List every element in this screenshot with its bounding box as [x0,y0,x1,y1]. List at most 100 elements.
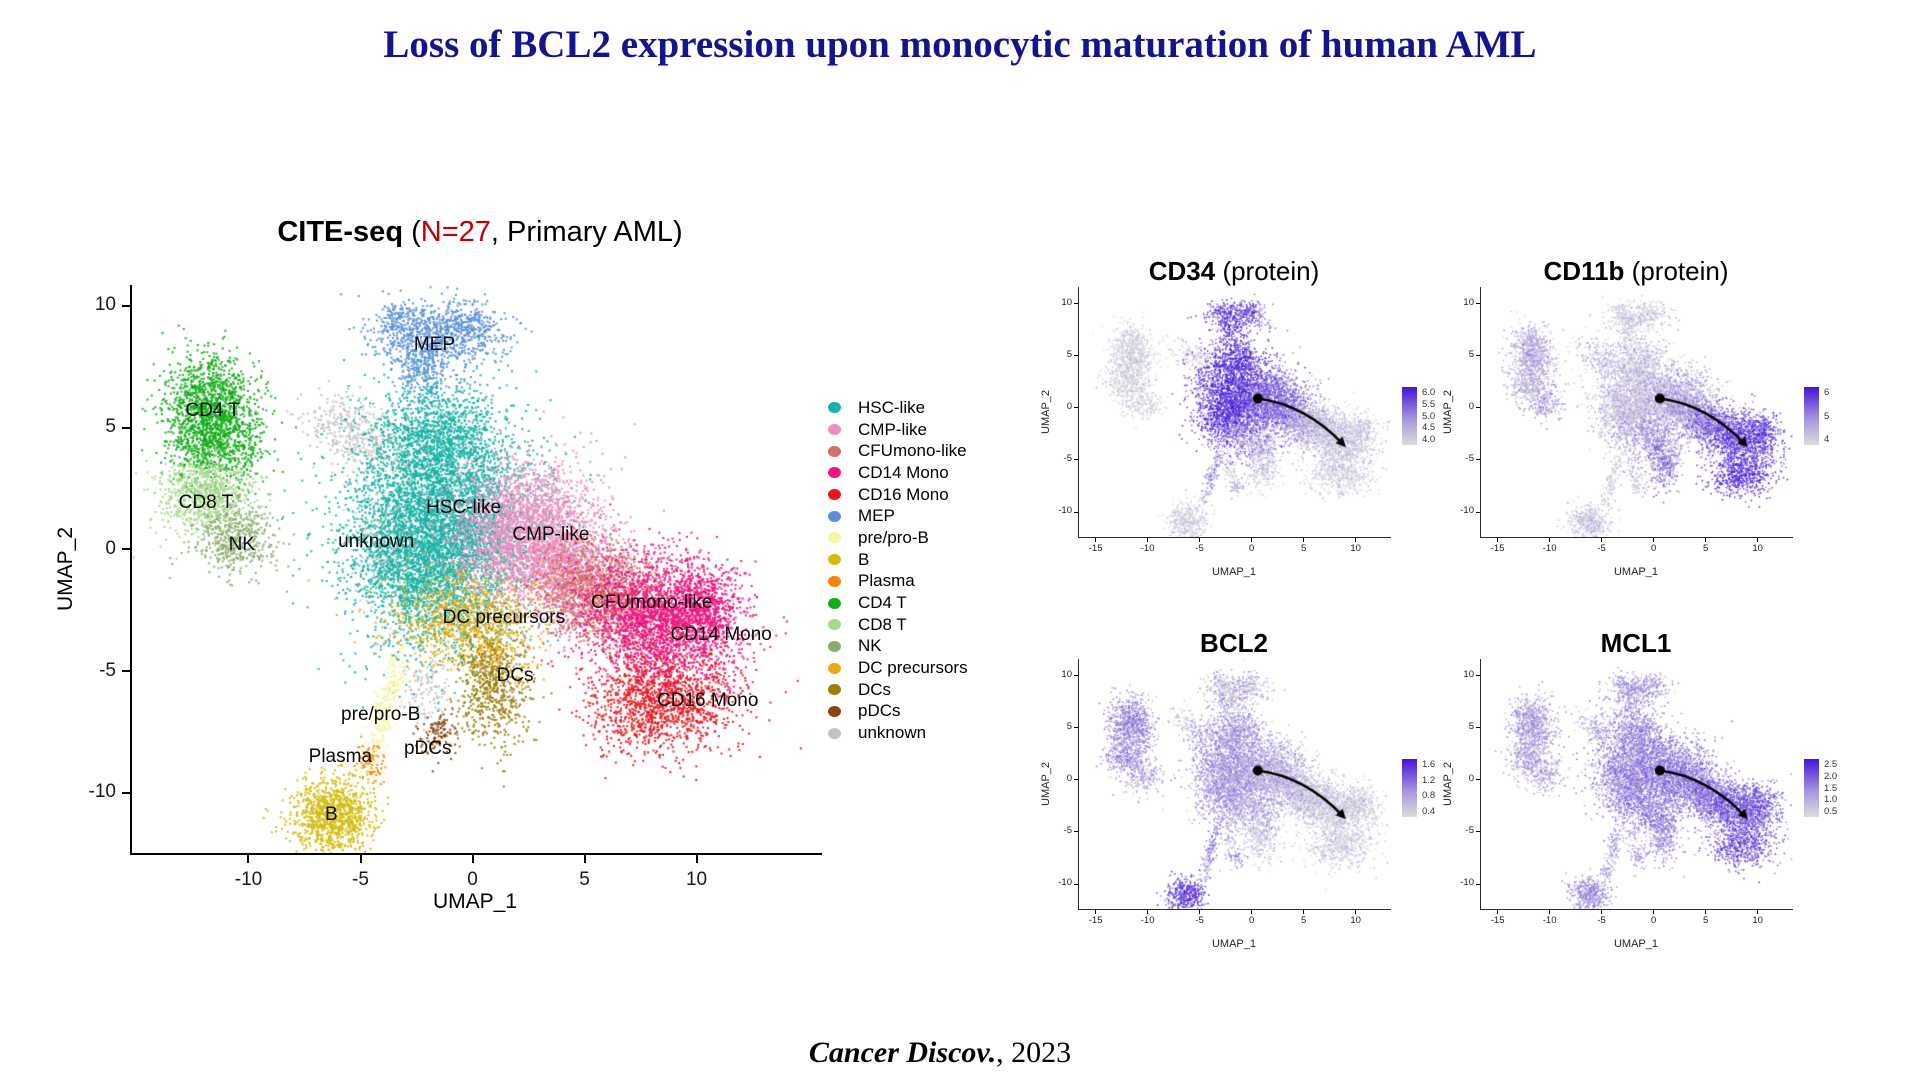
citation: Cancer Discov., 2023 [0,1036,1880,1070]
legend-item-b: B [828,549,968,571]
x-axis-tick [247,855,250,863]
x-axis-tick [1653,910,1655,914]
y-axis-tick-label: -5 [1465,453,1474,465]
legend-item-label: CD14 Mono [858,462,949,482]
main-yaxis-label: UMAP_2 [54,526,77,612]
legend-item-plasma: Plasma [828,571,968,593]
cluster-label-cd8-t: CD8 T [178,492,234,514]
legend-item-label: MEP [858,506,895,526]
x-axis-tick-label: -10 [1140,915,1155,926]
y-axis-tick-label: 0 [1066,772,1072,784]
feature-title-bold: BCL2 [1200,628,1268,658]
y-axis-tick [122,792,130,795]
x-axis-tick [1705,910,1707,914]
x-axis-tick [1705,538,1707,542]
feature-panel-mcl1: MCL1 10 5 0 -5 -10 -15 -10 -5 0 5 10 2.5 2.0 1.5 1.0 0… [1442,622,1872,972]
legend-swatch [828,532,841,544]
expression-colorbar: 6 5 4 [1804,387,1829,445]
y-axis-tick-label: -5 [1063,825,1072,837]
y-axis-tick [1476,511,1480,513]
x-axis-tick-label: 5 [1702,915,1709,926]
legend-swatch [828,727,841,739]
legend-item-label: CD4 T [858,593,907,613]
feature-scatter-canvas [1079,287,1391,537]
y-axis-tick-label: 10 [1061,668,1072,680]
y-axis-tick [122,670,130,673]
y-axis-tick [122,426,130,429]
feature-xaxis-label: UMAP_1 [1211,938,1257,950]
legend-swatch [828,467,841,479]
x-axis-tick [583,855,586,863]
x-axis-tick [1147,910,1149,914]
colorbar-tick-label: 2.5 [1824,759,1838,770]
feature-panel-bcl2: BCL2 10 5 0 -5 -10 -15 -10 -5 0 5 10 1.6 1.2 0.8 0.4 … [1040,622,1470,972]
x-axis-tick-label: -15 [1490,915,1505,926]
x-axis-tick [1303,538,1305,542]
y-axis-tick [1476,355,1480,357]
legend-item-label: unknown [858,723,927,743]
colorbar-tick-label: 1.5 [1824,782,1838,794]
y-axis-tick-label: 5 [1468,720,1474,732]
x-axis-tick-label: 10 [1350,543,1361,554]
x-axis-tick-label: -5 [1195,915,1204,926]
x-axis-tick [359,855,362,863]
y-axis-tick-label: -10 [1058,505,1072,517]
legend-item-label: DC precursors [858,658,968,678]
x-axis-tick [1095,538,1097,542]
feature-title-bold: CD34 [1148,256,1216,286]
feature-plot-area: 10 5 0 -5 -10 -15 -10 -5 0 5 10 [1058,287,1391,554]
x-axis-tick [1497,538,1499,542]
y-axis-tick [1074,303,1078,305]
x-axis-tick [1549,538,1551,542]
legend-item-mep: MEP [828,505,968,527]
x-axis-tick [1199,910,1201,914]
feature-title-bold: CD11b [1543,256,1625,286]
x-axis-tick [1303,910,1305,914]
cluster-label-pre-pro-b: pre/pro-B [341,704,421,726]
y-axis-tick-label: 10 [1463,296,1474,308]
y-axis-tick [1074,779,1078,781]
legend-swatch [828,597,841,609]
legend-item-hsc-like: HSC-like [828,397,968,419]
expression-colorbar: 6.0 5.5 5.0 4.5 4.0 [1402,387,1435,445]
y-axis-tick [1476,883,1480,885]
legend-item-cd14-mono: CD14 Mono [828,462,968,484]
y-axis-tick-label: -10 [1460,505,1474,517]
y-axis-tick-label: 5 [105,415,116,437]
legend-swatch [828,705,841,717]
feature-scatter-canvas [1079,659,1391,909]
y-axis-tick [1074,459,1078,461]
y-axis-tick-label: -10 [88,781,116,803]
legend-item-label: B [858,549,870,569]
x-axis-tick [1147,538,1149,542]
x-axis-tick [1757,538,1759,542]
cluster-label-plasma: Plasma [308,745,373,767]
x-axis-tick [1497,910,1499,914]
y-axis-tick-label: -10 [1058,877,1072,889]
cluster-legend: HSC-like CMP-like CFUmono-like CD14 Mono CD1… [828,397,968,744]
y-axis-tick-label: 10 [1463,668,1474,680]
x-axis-tick-label: -10 [1542,915,1557,926]
y-axis-tick [1476,303,1480,305]
colorbar-tick-label: 5.0 [1422,410,1436,422]
x-axis-tick [1251,538,1253,542]
feature-xaxis-label: UMAP_1 [1211,566,1257,578]
x-axis-tick-label: 0 [1248,543,1255,554]
y-axis-tick [1074,675,1078,677]
x-axis-tick [1355,538,1357,542]
legend-item-label: CD8 T [858,614,907,634]
feature-plot-area: 10 5 0 -5 -10 -15 -10 -5 0 5 10 [1058,659,1391,926]
colorbar-tick-label: 1.6 [1422,759,1436,770]
main-umap-subtitle: CITE-seq (N=27, Primary AML) [150,216,810,249]
x-axis-tick [1601,538,1603,542]
legend-item-cd8-t: CD8 T [828,614,968,636]
feature-scatter-canvas [1481,659,1793,909]
feature-yaxis-label: UMAP_2 [1442,389,1454,435]
legend-item-label: NK [858,636,882,656]
feature-panel-cd11b: CD11b (protein) 10 5 0 -5 -10 -15 -10 -5 0 5 10 6 5… [1442,250,1872,600]
cluster-label-hsc-like: HSC-like [426,497,502,519]
x-axis-tick-label: 10 [1752,915,1763,926]
y-axis-tick-label: -5 [1063,453,1072,465]
x-axis-tick-label: 0 [467,869,478,890]
